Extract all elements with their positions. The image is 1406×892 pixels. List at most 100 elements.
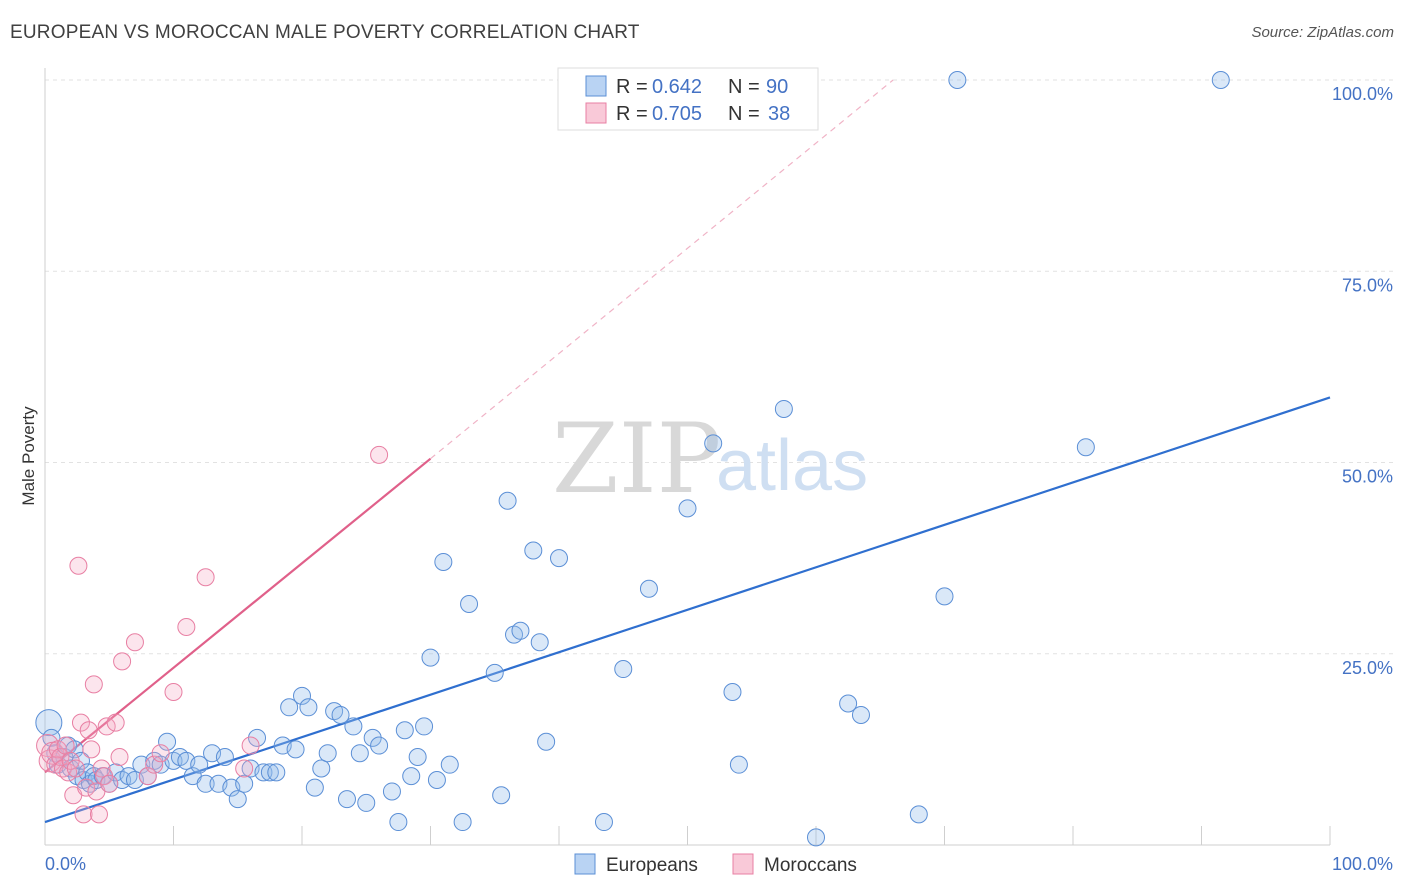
europeans-point xyxy=(839,694,858,713)
europeans-point xyxy=(1211,71,1230,89)
moroccans-point xyxy=(77,778,96,797)
moroccans-point xyxy=(138,767,157,786)
legend-europeans-swatch xyxy=(585,75,607,97)
europeans-point xyxy=(678,499,697,518)
moroccans-point xyxy=(74,805,93,824)
legend-europeans-n-value: 90 xyxy=(766,76,788,98)
europeans-point xyxy=(35,709,63,737)
europeans-point xyxy=(530,633,549,652)
moroccans-point xyxy=(100,774,119,793)
europeans-point xyxy=(460,595,479,614)
moroccans-trend-extension xyxy=(430,79,894,460)
europeans-point xyxy=(196,774,215,793)
moroccans-point xyxy=(235,759,254,778)
europeans-point xyxy=(415,717,434,736)
europeans-point xyxy=(293,686,311,705)
moroccans-point xyxy=(84,675,103,694)
europeans-point xyxy=(260,763,279,782)
moroccans-points xyxy=(36,445,389,824)
europeans-point xyxy=(537,732,556,751)
bottom-legend-europeans-swatch xyxy=(574,853,596,875)
legend-moroccans-n-value: 38 xyxy=(768,103,790,125)
europeans-trend-line xyxy=(44,396,1331,824)
y-tick-label: 75.0% xyxy=(1342,275,1393,295)
x-axis-ticks xyxy=(44,826,1331,845)
moroccans-point xyxy=(164,683,183,701)
europeans-point xyxy=(851,705,870,724)
bottom-legend-moroccans-swatch xyxy=(732,853,754,875)
europeans-point xyxy=(357,793,376,812)
bottom-legend: Europeans Moroccans xyxy=(574,853,857,876)
moroccans-point xyxy=(113,652,132,671)
europeans-point xyxy=(594,813,613,832)
europeans-point xyxy=(729,755,748,774)
europeans-point xyxy=(440,755,459,774)
legend-box: R = 0.642 N = 90 R = 0.705 N = 38 xyxy=(557,67,819,131)
europeans-point xyxy=(235,774,254,793)
legend-moroccans-swatch xyxy=(585,102,607,124)
europeans-point xyxy=(492,786,511,805)
europeans-point xyxy=(331,705,350,724)
europeans-point xyxy=(286,740,305,759)
europeans-point xyxy=(318,744,337,763)
europeans-point xyxy=(774,399,793,418)
y-tick-label: 50.0% xyxy=(1342,467,1393,487)
europeans-point xyxy=(639,579,658,598)
europeans-point xyxy=(807,828,825,847)
moroccans-point xyxy=(106,713,125,732)
europeans-point xyxy=(267,763,286,782)
moroccans-point xyxy=(110,748,129,767)
europeans-point xyxy=(215,748,234,767)
bottom-legend-europeans-label: Europeans xyxy=(606,855,698,876)
moroccans-trend-line xyxy=(44,457,432,774)
europeans-point xyxy=(350,744,369,763)
europeans-points xyxy=(35,71,1230,847)
europeans-point xyxy=(228,790,247,809)
europeans-point xyxy=(935,587,954,606)
legend-europeans-r-value: 0.642 xyxy=(652,76,702,98)
legend-moroccans-n-label: N = xyxy=(728,103,760,125)
europeans-point xyxy=(434,552,453,571)
x-axis-tick-labels: 0.0% 100.0% xyxy=(45,854,1393,874)
europeans-point xyxy=(485,663,504,682)
watermark-zip: ZIP xyxy=(552,403,721,515)
moroccans-point xyxy=(145,755,164,774)
x-tick-label: 0.0% xyxy=(45,854,86,874)
source-label: Source: ZipAtlas.com xyxy=(1251,24,1394,41)
legend-europeans-n-label: N = xyxy=(728,76,760,98)
europeans-point xyxy=(909,805,928,824)
europeans-point xyxy=(948,71,967,89)
y-axis-tick-labels: 25.0% 50.0% 75.0% 100.0% xyxy=(1332,84,1393,678)
europeans-point xyxy=(421,648,440,667)
europeans-point xyxy=(299,698,318,717)
europeans-point xyxy=(427,770,446,789)
legend-europeans-r-label: R = xyxy=(616,76,648,98)
europeans-point xyxy=(1076,438,1095,457)
y-tick-label: 100.0% xyxy=(1332,84,1393,104)
europeans-point xyxy=(389,813,408,832)
moroccans-point xyxy=(196,568,215,587)
moroccans-point xyxy=(125,633,144,652)
moroccans-point xyxy=(97,717,116,736)
europeans-point xyxy=(312,759,331,778)
y-axis-label: Male Poverty xyxy=(19,406,38,506)
europeans-point xyxy=(305,778,324,797)
moroccans-point xyxy=(370,445,389,464)
europeans-point xyxy=(614,660,633,679)
europeans-point xyxy=(704,434,723,453)
europeans-point xyxy=(344,717,363,736)
europeans-point xyxy=(524,541,543,560)
legend-moroccans-r-value: 0.705 xyxy=(652,103,702,125)
moroccans-point xyxy=(241,736,260,755)
europeans-point xyxy=(402,767,421,786)
europeans-point xyxy=(453,813,472,832)
watermark: ZIP atlas xyxy=(552,403,868,515)
europeans-point xyxy=(370,736,389,755)
y-tick-label: 25.0% xyxy=(1342,658,1393,678)
x-tick-label: 100.0% xyxy=(1332,854,1393,874)
europeans-point xyxy=(723,683,742,701)
europeans-point xyxy=(498,491,517,510)
europeans-point xyxy=(382,782,401,801)
moroccans-point xyxy=(66,759,85,778)
